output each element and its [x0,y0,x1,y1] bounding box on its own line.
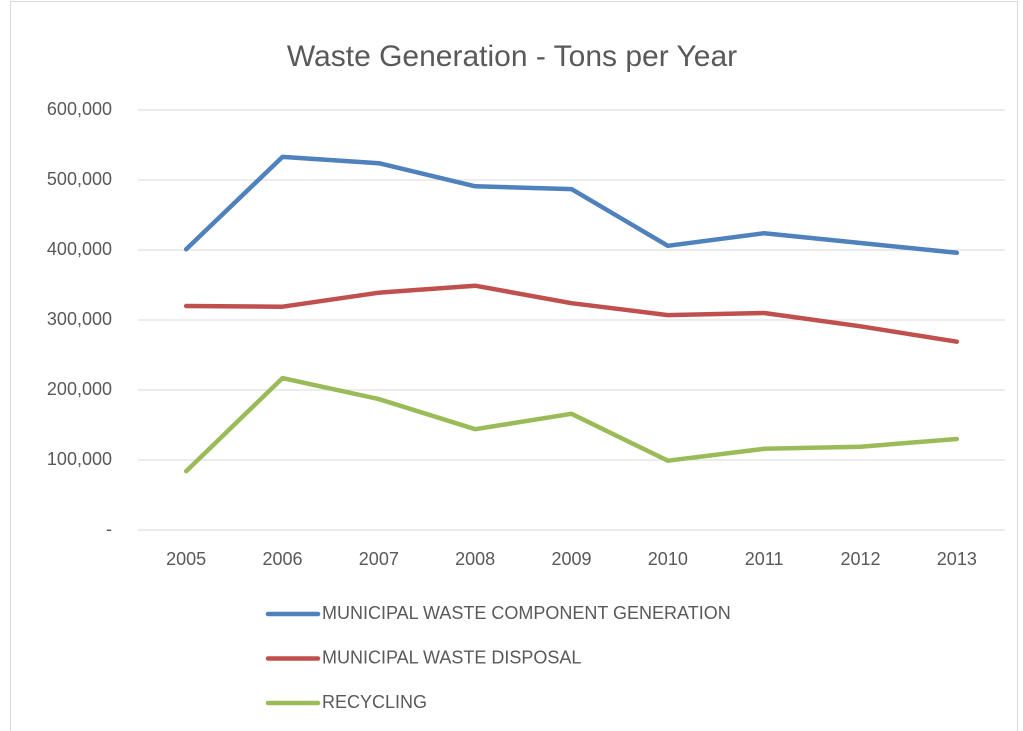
x-tick-label: 2007 [359,549,399,569]
legend-label: MUNICIPAL WASTE COMPONENT GENERATION [322,603,731,623]
x-tick-label: 2012 [840,549,880,569]
y-tick-label: 200,000 [47,379,112,399]
y-tick-label: 300,000 [47,309,112,329]
legend-label: RECYCLING [322,692,427,712]
y-tick-label: 100,000 [47,449,112,469]
x-tick-label: 2005 [166,549,206,569]
series-line [183,375,960,474]
y-tick-label: 600,000 [47,99,112,119]
series-line [183,154,960,256]
x-tick-label: 2009 [551,549,591,569]
y-tick-label: 500,000 [47,169,112,189]
legend-label: MUNICIPAL WASTE DISPOSAL [322,647,581,667]
chart-title: Waste Generation - Tons per Year [287,40,737,73]
x-tick-label: 2011 [745,549,784,569]
x-tick-label: 2006 [262,549,302,569]
series-line [183,283,960,344]
x-tick-label: 2010 [648,549,688,569]
y-tick-label: 400,000 [47,239,112,259]
y-tick-label: - [106,519,112,539]
x-tick-label: 2013 [937,549,977,569]
x-tick-label: 2008 [455,549,495,569]
chart-border [10,1,1018,731]
